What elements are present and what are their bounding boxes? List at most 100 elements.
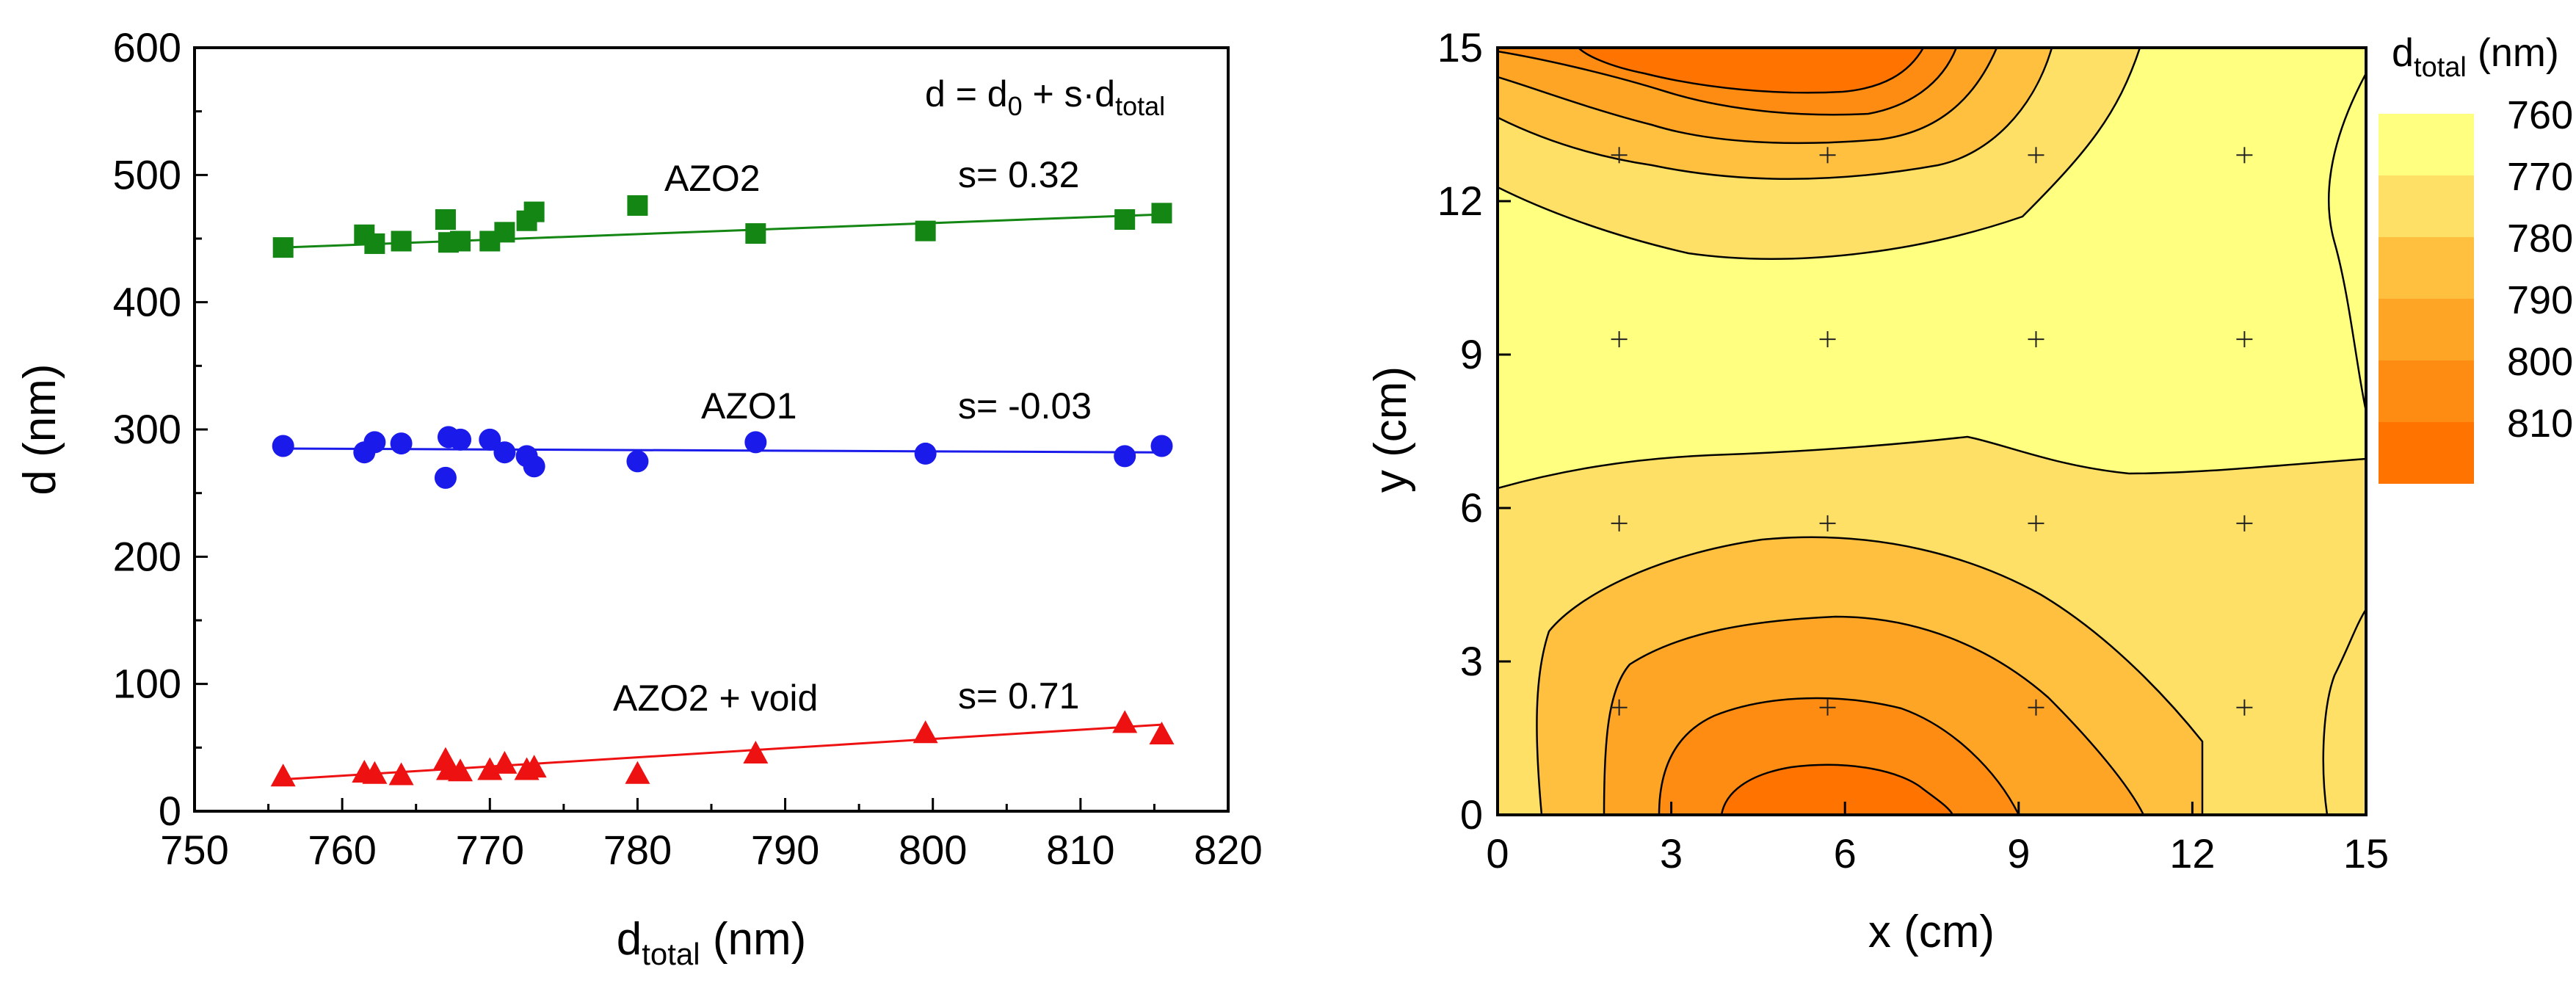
slope-label-azo2: s= 0.32 <box>958 154 1079 195</box>
map-x-axis-title: x (cm) <box>1868 907 1995 957</box>
map-x-tick-label: 9 <box>2007 830 2030 877</box>
y-axis-title: d (nm) <box>15 363 65 495</box>
x-tick-label: 780 <box>603 827 672 873</box>
sample-point-mark <box>2028 331 2045 348</box>
map-x-tick-label: 3 <box>1660 830 1683 877</box>
sample-point-mark <box>2236 699 2253 716</box>
fit-line-2 <box>283 723 1162 781</box>
y-tick-label: 600 <box>113 24 181 70</box>
map-x-tick-label: 6 <box>1834 830 1857 877</box>
fit-line-1 <box>283 447 1162 454</box>
data-point <box>745 223 766 244</box>
data-point <box>913 720 938 744</box>
colorbar-swatch <box>2379 114 2474 175</box>
data-point <box>363 431 386 454</box>
equation-label: d = d0 + s·dtotal <box>925 73 1165 121</box>
sample-point-mark <box>1611 147 1628 164</box>
colorbar-swatch <box>2379 360 2474 422</box>
data-point <box>627 195 648 216</box>
sample-point-mark <box>1611 515 1628 532</box>
sample-point-mark <box>2028 147 2045 164</box>
sample-point-mark <box>1611 699 1628 716</box>
colorbar-label: 770 <box>2507 155 2573 199</box>
map-y-tick-label: 12 <box>1437 178 1483 224</box>
sample-point-marks <box>1611 147 2253 716</box>
series-label-azo2-void: AZO2 + void <box>613 678 818 719</box>
data-point <box>1151 203 1172 224</box>
data-point <box>493 441 516 464</box>
x-tick-label: 750 <box>160 827 228 873</box>
map-y-tick-label: 9 <box>1460 331 1483 377</box>
colorbar-title: dtotal (nm) <box>2392 31 2559 83</box>
x-tick-label: 810 <box>1046 827 1114 873</box>
map-frame <box>1496 46 2368 816</box>
data-point <box>391 231 412 252</box>
contour-level-810-bottom <box>1720 763 1954 815</box>
map-x-tick-label: 12 <box>2169 830 2215 877</box>
contour-level-780-right <box>2322 607 2366 815</box>
axis-ticks: 750 760 770 780 790 800 810 820 0 100 200 300 400 500… <box>113 24 1263 873</box>
colorbar: 760 770 780 790 800 810 <box>2379 93 2573 484</box>
data-point <box>492 750 518 774</box>
y-tick-label: 100 <box>113 661 181 707</box>
fit-lines <box>283 213 1162 781</box>
contour-level-770-right <box>2140 48 2366 412</box>
scatter-chart: 750 760 770 780 790 800 810 820 0 100 200 300 400 500… <box>15 24 1263 971</box>
y-tick-label: 0 <box>159 788 181 834</box>
x-tick-label: 800 <box>899 827 967 873</box>
data-point <box>272 435 294 457</box>
map-axis-ticks: 0 3 6 9 12 15 0 3 6 9 12 15 <box>1437 24 2389 877</box>
data-point <box>479 428 501 451</box>
x-tick-label: 760 <box>308 827 376 873</box>
map-x-tick-label: 0 <box>1486 830 1509 877</box>
colorbar-label: 760 <box>2507 93 2573 137</box>
colorbar-label: 790 <box>2507 278 2573 322</box>
colorbar-swatch <box>2379 299 2474 360</box>
data-point <box>450 231 471 252</box>
sample-point-mark <box>2236 515 2253 532</box>
data-point <box>1112 710 1138 733</box>
data-point <box>362 761 388 784</box>
map-y-tick-label: 15 <box>1437 24 1483 70</box>
sample-point-mark <box>2028 699 2045 716</box>
data-point <box>523 455 545 478</box>
sample-point-mark <box>1611 331 1628 348</box>
data-point <box>388 762 414 786</box>
map-x-tick-label: 15 <box>2343 830 2389 877</box>
data-point <box>1150 435 1173 457</box>
slope-label-azo2-void: s= 0.71 <box>958 675 1079 717</box>
data-point <box>1114 209 1136 230</box>
x-tick-label: 790 <box>751 827 819 873</box>
x-tick-label: 770 <box>456 827 524 873</box>
data-point <box>625 761 650 784</box>
data-point <box>434 466 457 489</box>
sample-point-mark <box>1819 331 1836 348</box>
data-markers <box>270 195 1175 787</box>
colorbar-swatch <box>2379 237 2474 299</box>
x-tick-label: 820 <box>1194 827 1262 873</box>
colorbar-label: 810 <box>2507 402 2573 446</box>
map-y-tick-label: 0 <box>1460 791 1483 838</box>
y-tick-label: 200 <box>113 533 181 579</box>
sample-point-mark <box>2028 515 2045 532</box>
contour-map: 0 3 6 9 12 15 0 3 6 9 12 15 y (cm) x (cm) dtotal (n… <box>1365 24 2573 957</box>
map-y-tick-label: 3 <box>1460 638 1483 684</box>
data-point <box>390 432 413 455</box>
slope-label-azo1: s= -0.03 <box>958 385 1092 427</box>
y-tick-label: 300 <box>113 406 181 452</box>
colorbar-swatch <box>2379 175 2474 237</box>
sample-point-mark <box>1819 515 1836 532</box>
series-label-azo2: AZO2 <box>664 158 761 199</box>
data-point <box>523 201 545 222</box>
data-point <box>914 442 937 465</box>
data-point <box>435 209 456 230</box>
data-point <box>744 431 767 454</box>
data-point <box>449 428 472 451</box>
data-point <box>626 450 649 473</box>
y-tick-label: 400 <box>113 279 181 325</box>
fit-line-0 <box>283 213 1162 249</box>
sample-point-mark <box>2236 331 2253 348</box>
x-axis-title: dtotal (nm) <box>617 914 807 971</box>
data-point <box>477 757 503 780</box>
